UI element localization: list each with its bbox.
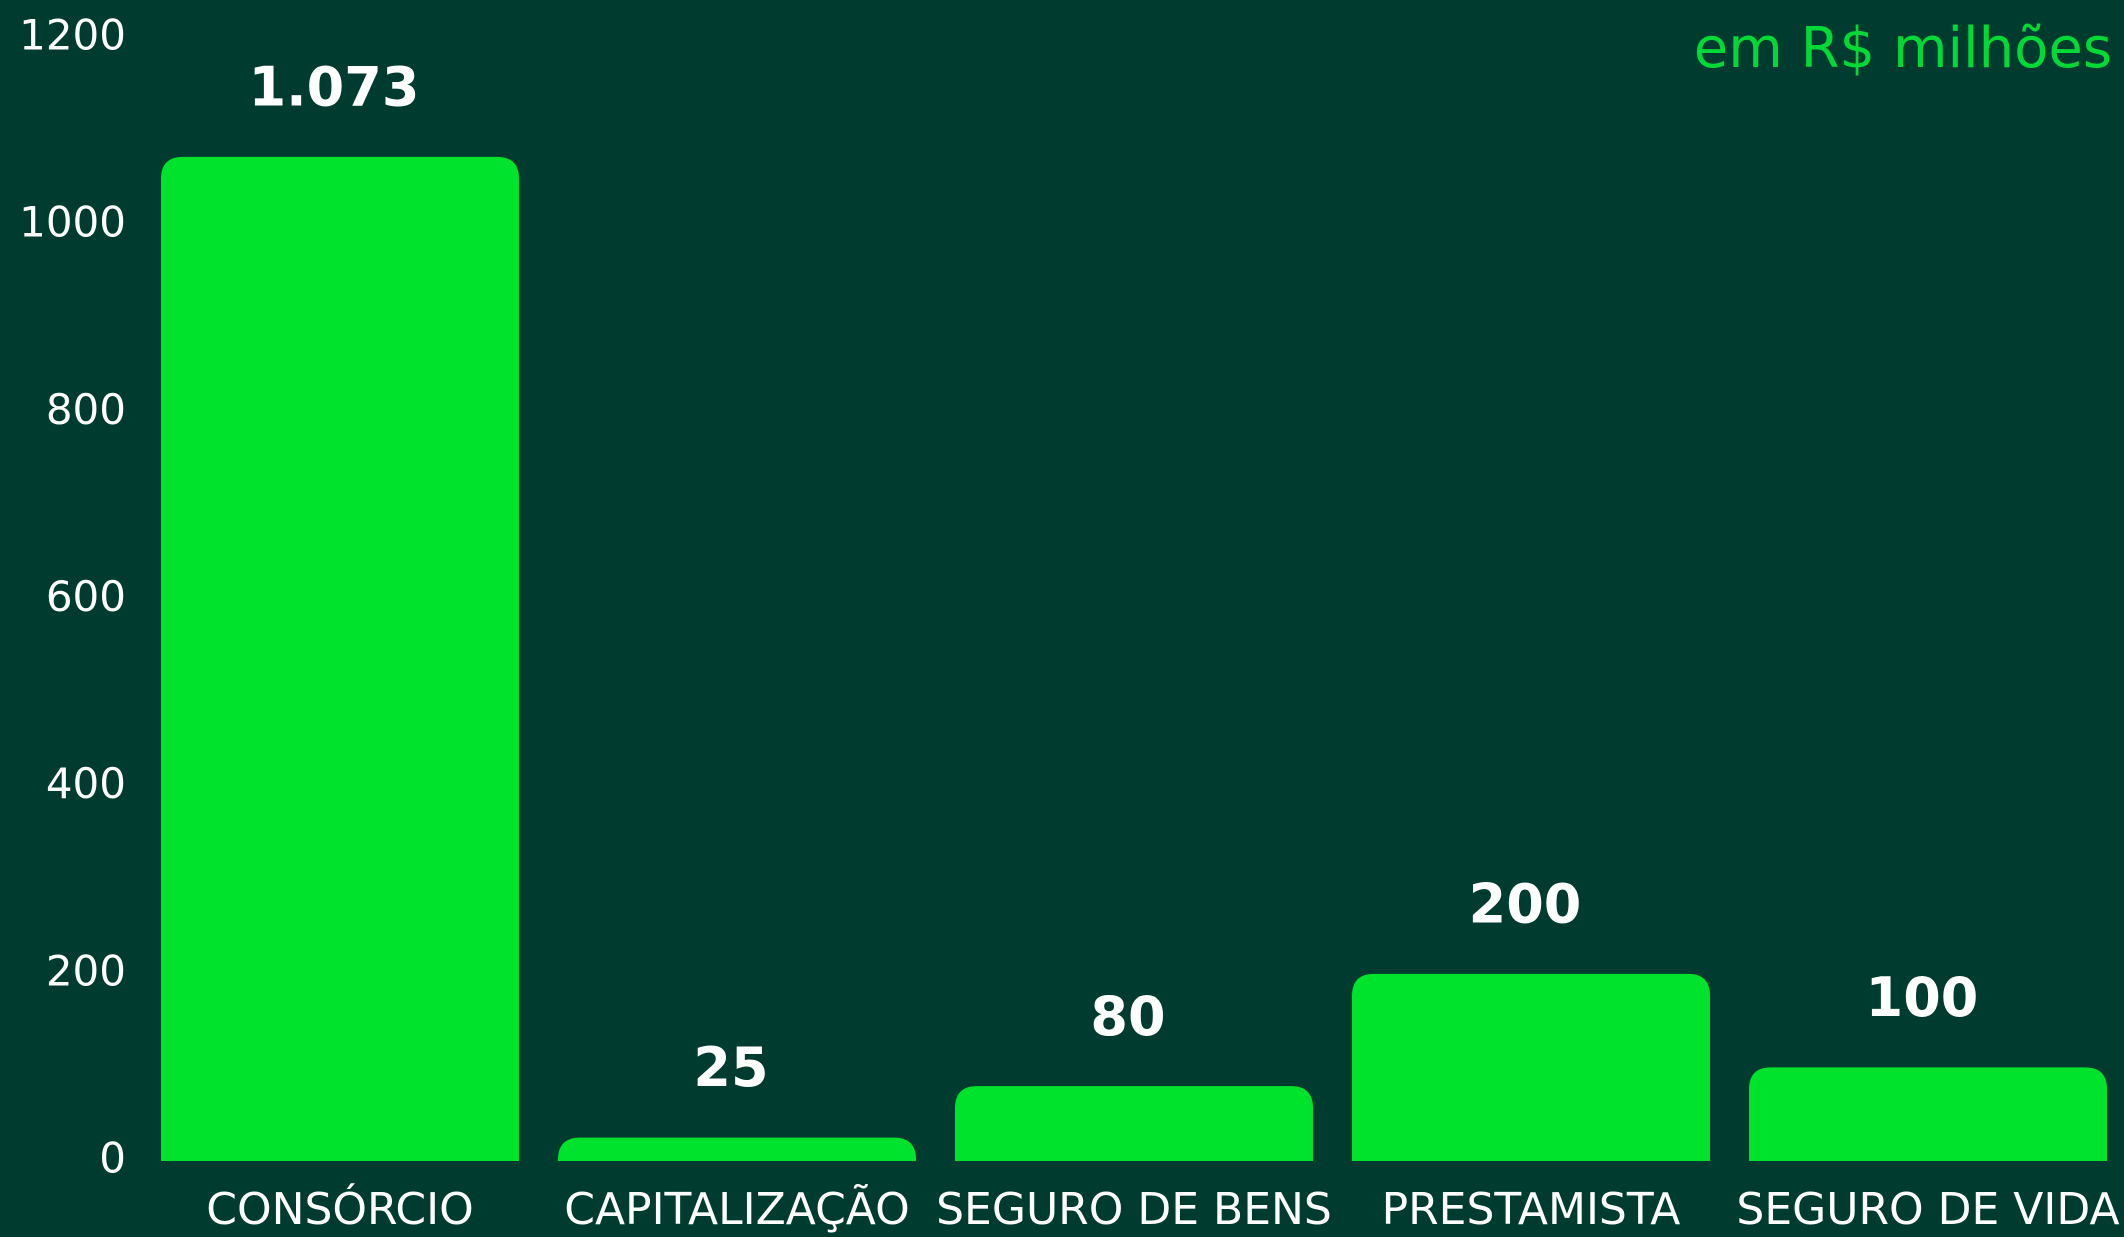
y-tick-label: 0 — [99, 1134, 126, 1183]
y-tick-label: 600 — [46, 572, 126, 621]
x-tick-label: PRESTAMISTA — [1382, 1184, 1681, 1235]
x-tick-label: SEGURO DE VIDA — [1736, 1184, 2119, 1235]
y-tick-label: 800 — [46, 385, 126, 434]
data-label: 200 — [1469, 872, 1582, 935]
y-tick-label: 1000 — [19, 198, 126, 247]
x-tick-label: CONSÓRCIO — [206, 1182, 474, 1235]
bar — [1352, 973, 1710, 1161]
unit-note: em R$ milhões — [1694, 16, 2112, 81]
data-label: 80 — [1090, 985, 1165, 1048]
bar — [558, 1137, 916, 1161]
data-label: 25 — [693, 1036, 768, 1099]
bar — [1749, 1067, 2107, 1161]
y-tick-label: 400 — [46, 759, 126, 808]
bar — [955, 1086, 1313, 1161]
x-tick-label: CAPITALIZAÇÃO — [564, 1183, 910, 1235]
data-label: 1.073 — [249, 55, 420, 118]
y-tick-label: 1200 — [19, 11, 126, 60]
x-tick-label: SEGURO DE BENS — [936, 1184, 1332, 1235]
bar — [161, 156, 519, 1161]
y-tick-label: 200 — [46, 946, 126, 995]
data-label: 100 — [1866, 966, 1979, 1029]
